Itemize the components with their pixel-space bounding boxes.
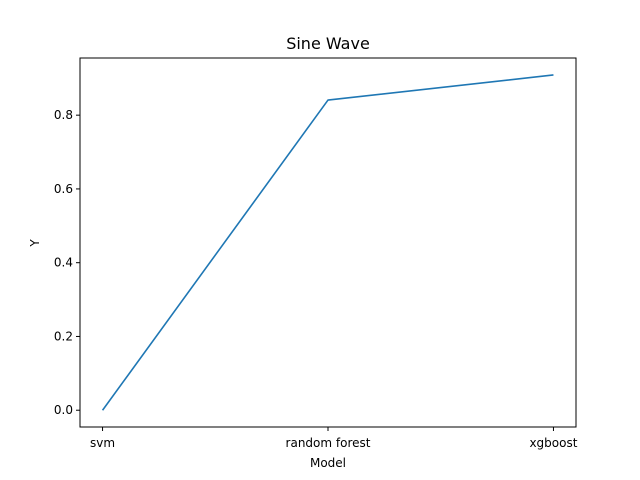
y-axis-label: Y xyxy=(28,239,42,248)
x-tick-label: xgboost xyxy=(529,436,577,450)
y-axis: 0.0 0.2 0.4 0.6 0.8 xyxy=(54,108,80,417)
y-tick-label: 0.2 xyxy=(54,329,73,343)
series-line xyxy=(101,74,554,411)
x-axis-label: Model xyxy=(310,456,346,470)
chart-title: Sine Wave xyxy=(286,34,370,53)
y-tick-label: 0.8 xyxy=(54,108,73,122)
y-tick-label: 0.6 xyxy=(54,182,73,196)
y-tick-label: 0.0 xyxy=(54,403,73,417)
plot-area xyxy=(101,74,554,411)
x-axis: svm random forest xgboost xyxy=(90,427,578,450)
x-tick-label: svm xyxy=(90,436,115,450)
y-tick-label: 0.4 xyxy=(54,256,73,270)
x-tick-label: random forest xyxy=(286,436,371,450)
axes-frame xyxy=(79,57,577,428)
